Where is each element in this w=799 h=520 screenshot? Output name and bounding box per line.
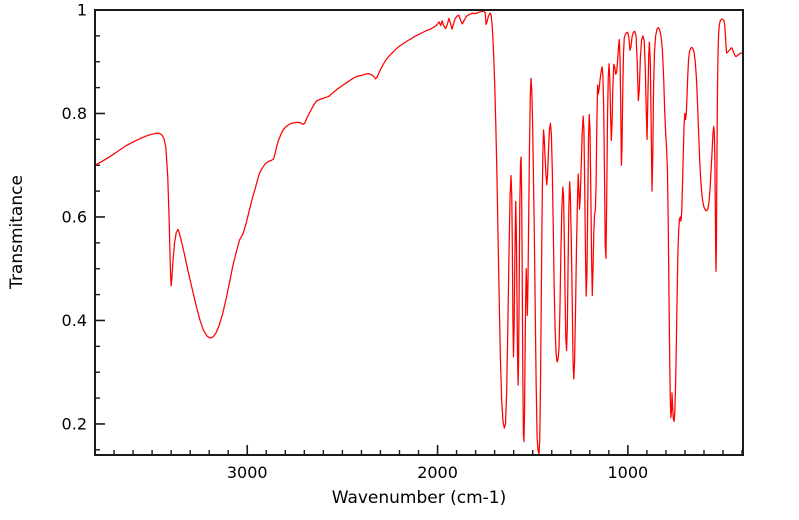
y-tick-label: 0.8	[62, 104, 87, 123]
x-axis-title: Wavenumber (cm-1)	[332, 488, 507, 508]
plot-border	[94, 9, 744, 456]
y-tick-label: 0.6	[62, 207, 87, 226]
x-tick-label: 3000	[227, 463, 268, 482]
x-tick-label: 1000	[608, 463, 649, 482]
spectrum-line	[94, 10, 744, 455]
y-tick-label: 0.4	[62, 311, 87, 330]
y-tick-label: 1	[77, 1, 87, 20]
y-tick-label: 0.2	[62, 414, 87, 433]
x-tick-label: 2000	[417, 463, 458, 482]
y-axis-title: Transmitance	[7, 175, 27, 290]
chart-generated-layer: 3000 2000 1000 1 0.8 0.6 0.4 0.2	[62, 1, 744, 482]
